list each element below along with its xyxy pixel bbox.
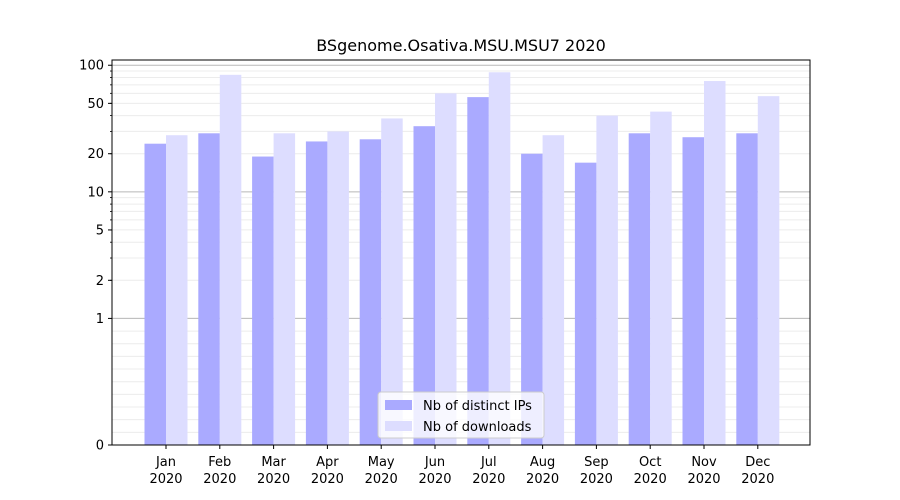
bar-downloads (166, 135, 188, 445)
legend-swatch-distinct-ips (385, 400, 412, 410)
x-tick-label-year: 2020 (257, 472, 290, 487)
y-tick-label: 5 (96, 223, 104, 238)
y-tick-label: 2 (96, 274, 104, 289)
legend: Nb of distinct IPs Nb of downloads (377, 391, 545, 439)
y-axis: 0 1 2 5 10 20 50 100 (79, 59, 112, 454)
bar-distinct-ips (574, 162, 597, 445)
x-tick-label-year: 2020 (472, 472, 505, 487)
bar-distinct-ips (359, 139, 382, 445)
bars (144, 72, 780, 446)
x-tick-label-year: 2020 (149, 472, 182, 487)
x-tick-label-year: 2020 (687, 472, 720, 487)
x-tick-label-month: Dec (745, 455, 770, 470)
bar-downloads (219, 74, 242, 445)
bar-distinct-ips (736, 133, 758, 445)
bar-distinct-ips (252, 156, 274, 446)
bar-distinct-ips (198, 133, 220, 445)
chart-title: BSgenome.Osativa.MSU.MSU7 2020 (316, 36, 606, 55)
y-tick-label: 50 (87, 97, 104, 112)
y-tick-label: 1 (96, 312, 104, 327)
x-tick-label-year: 2020 (418, 472, 451, 487)
y-tick-label: 10 (87, 185, 104, 200)
bar-downloads (596, 115, 618, 445)
legend-label-distinct-ips: Nb of distinct IPs (423, 399, 532, 414)
bar-distinct-ips (467, 97, 489, 446)
x-tick-label-year: 2020 (203, 472, 236, 487)
x-tick-label-month: Jan (155, 455, 176, 470)
x-tick-label-month: Aug (530, 455, 555, 470)
y-tick-label: 20 (87, 147, 104, 162)
bar-distinct-ips (521, 153, 543, 446)
bar-downloads (488, 72, 511, 446)
plot-area-frame (111, 59, 811, 446)
bar-downloads (650, 111, 672, 445)
legend-swatch-downloads (385, 421, 412, 431)
bar-distinct-ips (144, 143, 166, 445)
x-tick-label-year: 2020 (634, 472, 667, 487)
bar-downloads (381, 118, 403, 445)
bar-distinct-ips (682, 137, 704, 446)
y-tick-label: 100 (79, 59, 104, 74)
x-tick-label-year: 2020 (526, 472, 559, 487)
x-tick-label-year: 2020 (741, 472, 774, 487)
legend-label-downloads: Nb of downloads (423, 420, 532, 435)
legend-box (377, 391, 545, 439)
bar-downloads (757, 96, 780, 446)
bar-downloads (435, 93, 457, 445)
bar-distinct-ips (413, 126, 435, 446)
x-tick-label-month: Jun (424, 455, 445, 470)
x-axis: Jan 2020 Feb 2020 Mar 2020 Apr 2020 May 2020 Jun 20… (149, 445, 774, 487)
x-tick-label-month: Feb (208, 455, 231, 470)
x-tick-label-month: Apr (316, 455, 339, 470)
x-tick-label-month: May (368, 455, 395, 470)
bar-downloads (327, 131, 349, 445)
x-tick-label-month: Oct (639, 455, 661, 470)
x-tick-label-month: Jul (480, 455, 497, 470)
x-tick-label-month: Mar (261, 455, 286, 470)
bar-distinct-ips (628, 133, 651, 445)
x-tick-label-month: Sep (584, 455, 609, 470)
bar-downloads (704, 81, 726, 445)
bar-downloads (273, 133, 296, 445)
bar-downloads (542, 135, 565, 445)
x-tick-label-year: 2020 (311, 472, 344, 487)
x-tick-label-month: Nov (691, 455, 717, 470)
x-tick-label-year: 2020 (580, 472, 613, 487)
bar-distinct-ips (305, 141, 328, 445)
y-tick-label: 0 (96, 439, 104, 454)
x-tick-label-year: 2020 (365, 472, 398, 487)
